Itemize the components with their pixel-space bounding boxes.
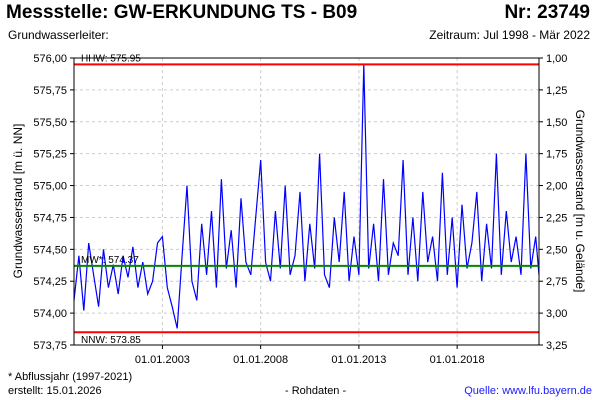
y-right-tick-label: 1,50 — [546, 117, 567, 129]
y-right-tick-label: 1,75 — [546, 149, 567, 161]
y-axis-right: 1,00 1,25 1,50 1,75 2,00 2,25 2,50 2,75 3,00 3,25 — [539, 53, 567, 352]
x-axis: 01.01.2003 01.01.2008 01.01.2013 01.01.2018 — [135, 345, 485, 366]
page-title: Messstelle: GW-ERKUNDUNG TS - B09 — [6, 2, 358, 23]
y-right-tick-label: 2,25 — [546, 212, 567, 224]
y-right-tick-label: 2,75 — [546, 276, 567, 288]
ref-label-mw: MW*: 574.37 — [81, 255, 139, 266]
created-date: erstellt: 15.01.2026 — [8, 385, 102, 397]
series-water-level — [73, 64, 540, 329]
grid — [74, 57, 539, 346]
x-tick-label: 01.01.2003 — [135, 354, 190, 366]
y-tick-label: 574,50 — [33, 244, 67, 256]
y-tick-label: 575,25 — [33, 149, 67, 161]
period-label: Zeitraum: Jul 1998 - Mär 2022 — [429, 28, 590, 42]
ref-label-nnw: NNW: 573.85 — [81, 335, 141, 346]
y-right-tick-label: 1,25 — [546, 85, 567, 97]
raw-data-label: - Rohdaten - — [285, 385, 347, 397]
y-tick-label: 574,75 — [33, 212, 67, 224]
y-right-tick-label: 2,50 — [546, 244, 567, 256]
y-right-tick-label: 3,25 — [546, 340, 567, 352]
ref-label-hhw: HHW: 575.95 — [81, 53, 141, 64]
series-line — [73, 64, 540, 329]
y-tick-label: 573,75 — [33, 340, 67, 352]
footnote: * Abflussjahr (1997-2021) — [8, 371, 133, 383]
y-right-tick-label: 3,00 — [546, 308, 567, 320]
y-tick-label: 575,00 — [33, 181, 67, 193]
x-tick-label: 01.01.2008 — [233, 354, 288, 366]
y-axis-left: 576,00 575,75 575,50 575,25 575,00 574,75 574,… — [33, 53, 74, 352]
y-right-tick-label: 2,00 — [546, 181, 567, 193]
y-tick-label: 575,75 — [33, 85, 67, 97]
plot-frame — [73, 57, 540, 346]
aquifer-label: Grundwasserleiter: — [8, 28, 109, 42]
y-tick-label: 574,25 — [33, 276, 67, 288]
y-tick-label: 575,50 — [33, 117, 67, 129]
station-number: Nr: 23749 — [504, 2, 590, 23]
y-axis-right-label: Grundwasserstand [m u. Gelände] — [573, 110, 587, 293]
y-tick-label: 576,00 — [33, 53, 67, 65]
y-right-tick-label: 1,00 — [546, 53, 567, 65]
reference-lines: HHW: 575.95 MW*: 574.37 NNW: 573.85 — [74, 53, 539, 346]
x-tick-label: 01.01.2018 — [430, 354, 485, 366]
source-link[interactable]: Quelle: www.lfu.bayern.de — [464, 385, 592, 397]
y-tick-label: 574,00 — [33, 308, 67, 320]
y-axis-left-label: Grundwasserstand [m ü. NN] — [11, 124, 25, 279]
x-tick-label: 01.01.2013 — [331, 354, 386, 366]
